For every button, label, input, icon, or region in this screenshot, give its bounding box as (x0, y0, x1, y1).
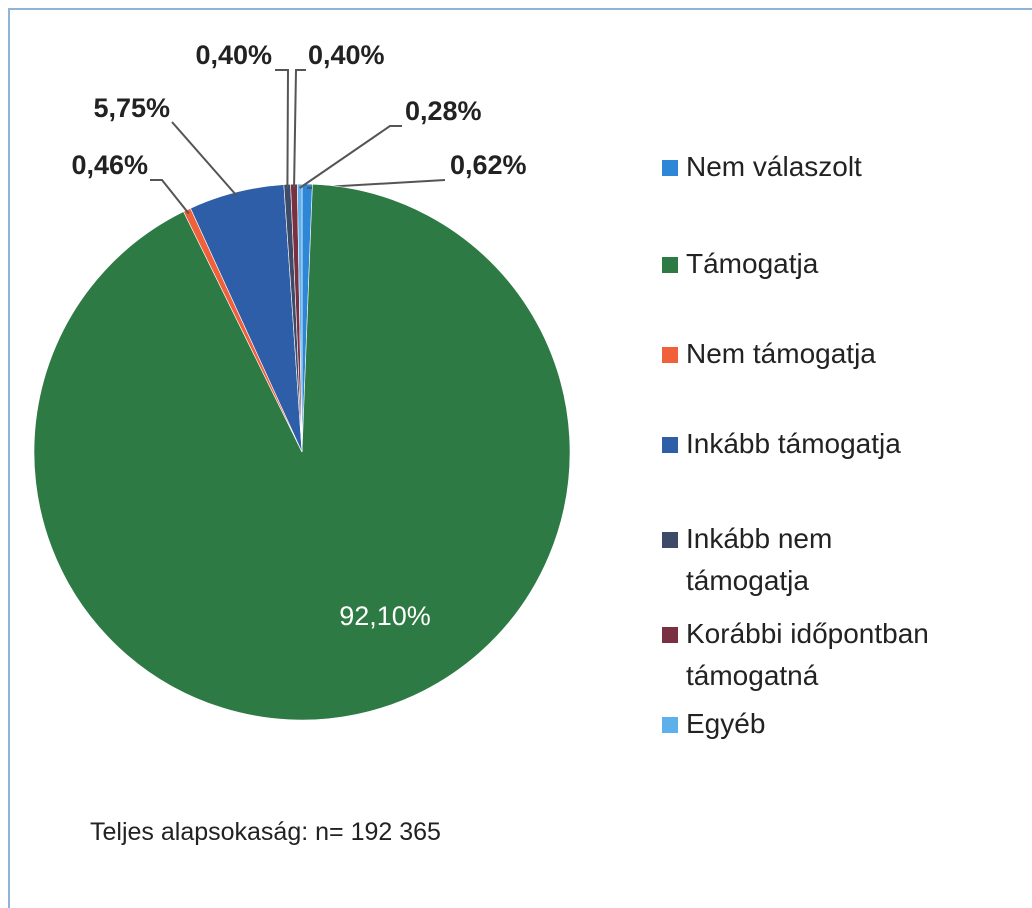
note: Teljes alapsokaság: n= 192 365 (90, 818, 441, 846)
legend-swatch (662, 257, 678, 273)
legend-label: Inkább nem támogatja (686, 523, 833, 596)
leader-line (275, 69, 290, 189)
legend-swatch (662, 627, 678, 643)
legend-label: Nem válaszolt (686, 151, 862, 182)
data-label: 0,40% (195, 40, 272, 70)
frame (8, 8, 1032, 908)
legend-item: Korábbi időpontban támogatná (662, 613, 962, 697)
legend-label: Egyéb (686, 708, 766, 739)
leader-line (171, 121, 238, 197)
legend-item: Egyéb (662, 703, 962, 745)
legend-swatch (662, 717, 678, 733)
leader-line (293, 69, 306, 189)
leader-line (150, 179, 190, 215)
legend-item: Nem támogatja (662, 333, 962, 375)
data-label: 0,62% (450, 150, 527, 180)
pie-slice (296, 183, 303, 453)
leader-line (299, 125, 402, 189)
legend-item: Támogatja (662, 243, 962, 285)
legend-label: Támogatja (686, 248, 819, 279)
legend-label: Nem támogatja (686, 338, 876, 369)
legend-item: Inkább támogatja (662, 423, 962, 465)
legend-swatch (662, 160, 678, 176)
legend-label: Inkább támogatja (686, 428, 901, 459)
pie-slice (33, 183, 571, 721)
legend-label: Korábbi időpontban támogatná (686, 618, 929, 691)
data-label: 5,75% (93, 93, 170, 123)
legend-swatch (662, 437, 678, 453)
data-label: 0,40% (308, 40, 385, 70)
legend-item: Inkább nem támogatja (662, 518, 962, 602)
legend-item: Nem válaszolt (662, 146, 962, 188)
data-label: 92,10% (339, 601, 431, 631)
data-label: 0,46% (71, 150, 148, 180)
data-label: 0,28% (405, 96, 482, 126)
legend-swatch (662, 532, 678, 548)
legend-swatch (662, 347, 678, 363)
